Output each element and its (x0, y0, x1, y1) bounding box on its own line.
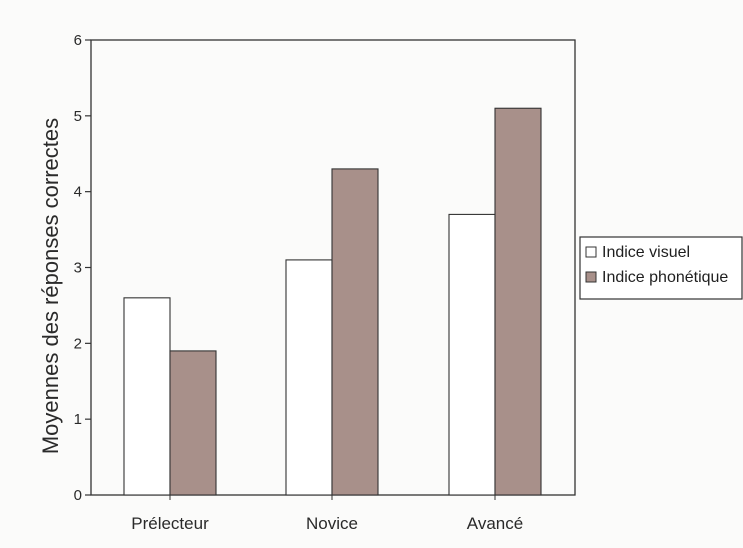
bar-phonetique-1 (331, 168, 379, 496)
x-tick-label: Prélecteur (131, 514, 209, 533)
legend: Indice visuel Indice phonétique (579, 236, 743, 300)
y-tick-label: 1 (74, 411, 82, 428)
x-tick-label: Avancé (467, 514, 523, 533)
legend-label-1: Indice phonétique (602, 269, 728, 286)
y-tick-label: 3 (74, 260, 82, 277)
y-tick-label: 6 (74, 32, 82, 49)
legend-swatch-0 (585, 246, 597, 258)
bar-visuel-1 (285, 259, 333, 496)
y-axis-label: Moyennes des réponses correctes (38, 118, 63, 454)
bar-visuel-2 (448, 213, 496, 496)
bar-visuel-0 (123, 297, 171, 496)
bar-phonetique-2 (494, 107, 542, 496)
y-tick-label: 0 (74, 487, 82, 504)
y-tick-label: 4 (74, 184, 82, 201)
x-tick-label: Novice (306, 514, 358, 533)
x-axis: Prélecteur Novice Avancé (131, 495, 523, 533)
bar-phonetique-0 (169, 350, 217, 496)
legend-swatch-1 (585, 271, 597, 283)
legend-box (579, 236, 743, 300)
y-tick-label: 2 (74, 335, 82, 352)
legend-label-0: Indice visuel (602, 244, 690, 261)
plot-area (90, 39, 576, 496)
y-axis: 0 1 2 3 4 5 6 (74, 32, 91, 504)
y-tick-label: 5 (74, 108, 82, 125)
